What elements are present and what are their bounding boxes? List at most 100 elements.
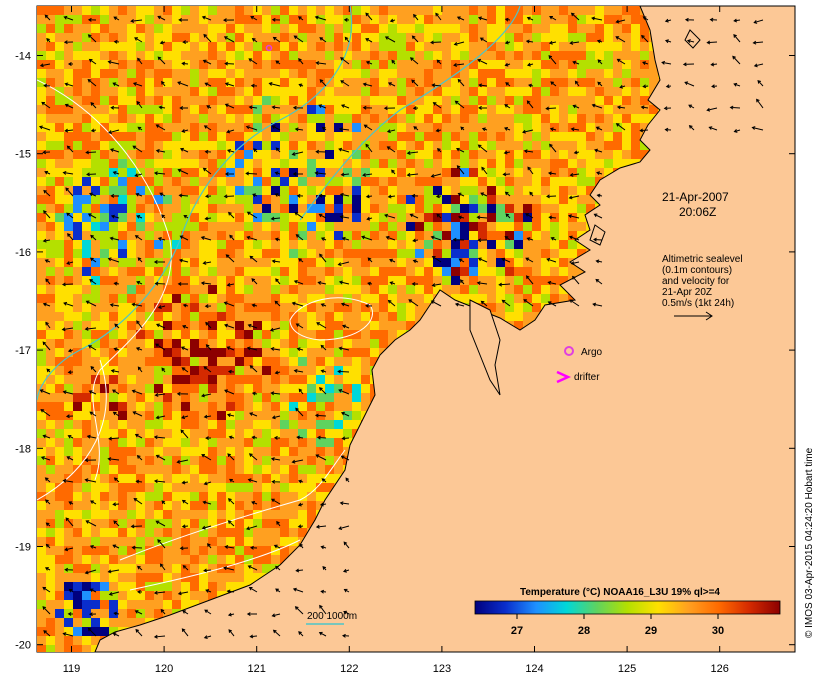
- sst-cell: [496, 285, 505, 294]
- sst-cell: [163, 528, 172, 537]
- sst-cell: [73, 456, 82, 465]
- sst-cell: [478, 267, 487, 276]
- sst-cell: [64, 330, 73, 339]
- sst-cell: [505, 222, 514, 231]
- sst-cell: [586, 87, 595, 96]
- sst-cell: [532, 51, 541, 60]
- sst-cell: [82, 321, 91, 330]
- sst-cell: [406, 258, 415, 267]
- sst-cell: [496, 312, 505, 321]
- sst-cell: [46, 6, 55, 15]
- sst-cell: [334, 321, 343, 330]
- sst-cell: [343, 150, 352, 159]
- sst-cell: [208, 465, 217, 474]
- sst-cell: [145, 393, 154, 402]
- sst-cell: [145, 564, 154, 573]
- sst-cell: [208, 60, 217, 69]
- sst-cell: [253, 393, 262, 402]
- sst-cell: [460, 168, 469, 177]
- sst-cell: [118, 519, 127, 528]
- sst-cell: [298, 267, 307, 276]
- sst-cell: [82, 492, 91, 501]
- sst-cell: [478, 15, 487, 24]
- sst-cell: [118, 24, 127, 33]
- sst-cell: [307, 456, 316, 465]
- sst-cell: [217, 294, 226, 303]
- sst-cell: [37, 348, 46, 357]
- sst-cell: [316, 366, 325, 375]
- sst-cell: [361, 303, 370, 312]
- sst-cell: [298, 132, 307, 141]
- sst-cell: [469, 222, 478, 231]
- sst-cell: [316, 249, 325, 258]
- sst-cell: [109, 573, 118, 582]
- sst-cell: [478, 204, 487, 213]
- sst-cell: [64, 573, 73, 582]
- sst-cell: [73, 447, 82, 456]
- sst-cell: [532, 231, 541, 240]
- sst-cell: [145, 285, 154, 294]
- sst-cell: [325, 483, 334, 492]
- sst-cell: [226, 249, 235, 258]
- sst-cell: [154, 105, 163, 114]
- sst-cell: [100, 24, 109, 33]
- sst-cell: [91, 357, 100, 366]
- sst-cell: [190, 591, 199, 600]
- sst-cell: [46, 240, 55, 249]
- sst-cell: [424, 249, 433, 258]
- sst-cell: [352, 357, 361, 366]
- sst-cell: [505, 123, 514, 132]
- sst-cell: [343, 141, 352, 150]
- sst-cell: [190, 240, 199, 249]
- sst-cell: [325, 141, 334, 150]
- sst-cell: [127, 213, 136, 222]
- sst-cell: [136, 249, 145, 258]
- sst-cell: [406, 87, 415, 96]
- sst-cell: [163, 519, 172, 528]
- sst-cell: [631, 150, 640, 159]
- sst-cell: [127, 285, 136, 294]
- sst-cell: [37, 384, 46, 393]
- sst-cell: [73, 33, 82, 42]
- sst-cell: [496, 267, 505, 276]
- sst-cell: [82, 177, 91, 186]
- sst-cell: [64, 645, 73, 652]
- sst-cell: [37, 375, 46, 384]
- sst-cell: [307, 402, 316, 411]
- sst-cell: [100, 510, 109, 519]
- sst-cell: [586, 51, 595, 60]
- sst-cell: [334, 222, 343, 231]
- sst-cell: [37, 267, 46, 276]
- sst-cell: [514, 258, 523, 267]
- sst-cell: [253, 546, 262, 555]
- sst-cell: [280, 168, 289, 177]
- sst-cell: [280, 420, 289, 429]
- sst-cell: [469, 258, 478, 267]
- sst-cell: [136, 177, 145, 186]
- sst-cell: [172, 303, 181, 312]
- sst-cell: [487, 42, 496, 51]
- sst-cell: [154, 33, 163, 42]
- sst-cell: [244, 330, 253, 339]
- sst-cell: [415, 150, 424, 159]
- sst-cell: [379, 330, 388, 339]
- sst-cell: [235, 303, 244, 312]
- sst-cell: [433, 258, 442, 267]
- sst-cell: [145, 258, 154, 267]
- sst-cell: [109, 402, 118, 411]
- sst-cell: [325, 105, 334, 114]
- sst-cell: [190, 87, 199, 96]
- sst-cell: [253, 33, 262, 42]
- sst-cell: [208, 321, 217, 330]
- sst-cell: [532, 24, 541, 33]
- sst-cell: [55, 474, 64, 483]
- sst-cell: [235, 339, 244, 348]
- sst-cell: [91, 6, 100, 15]
- sst-cell: [82, 339, 91, 348]
- sst-cell: [46, 321, 55, 330]
- sst-cell: [298, 492, 307, 501]
- sst-cell: [568, 240, 577, 249]
- sst-cell: [91, 546, 100, 555]
- sst-cell: [280, 456, 289, 465]
- sst-cell: [262, 60, 271, 69]
